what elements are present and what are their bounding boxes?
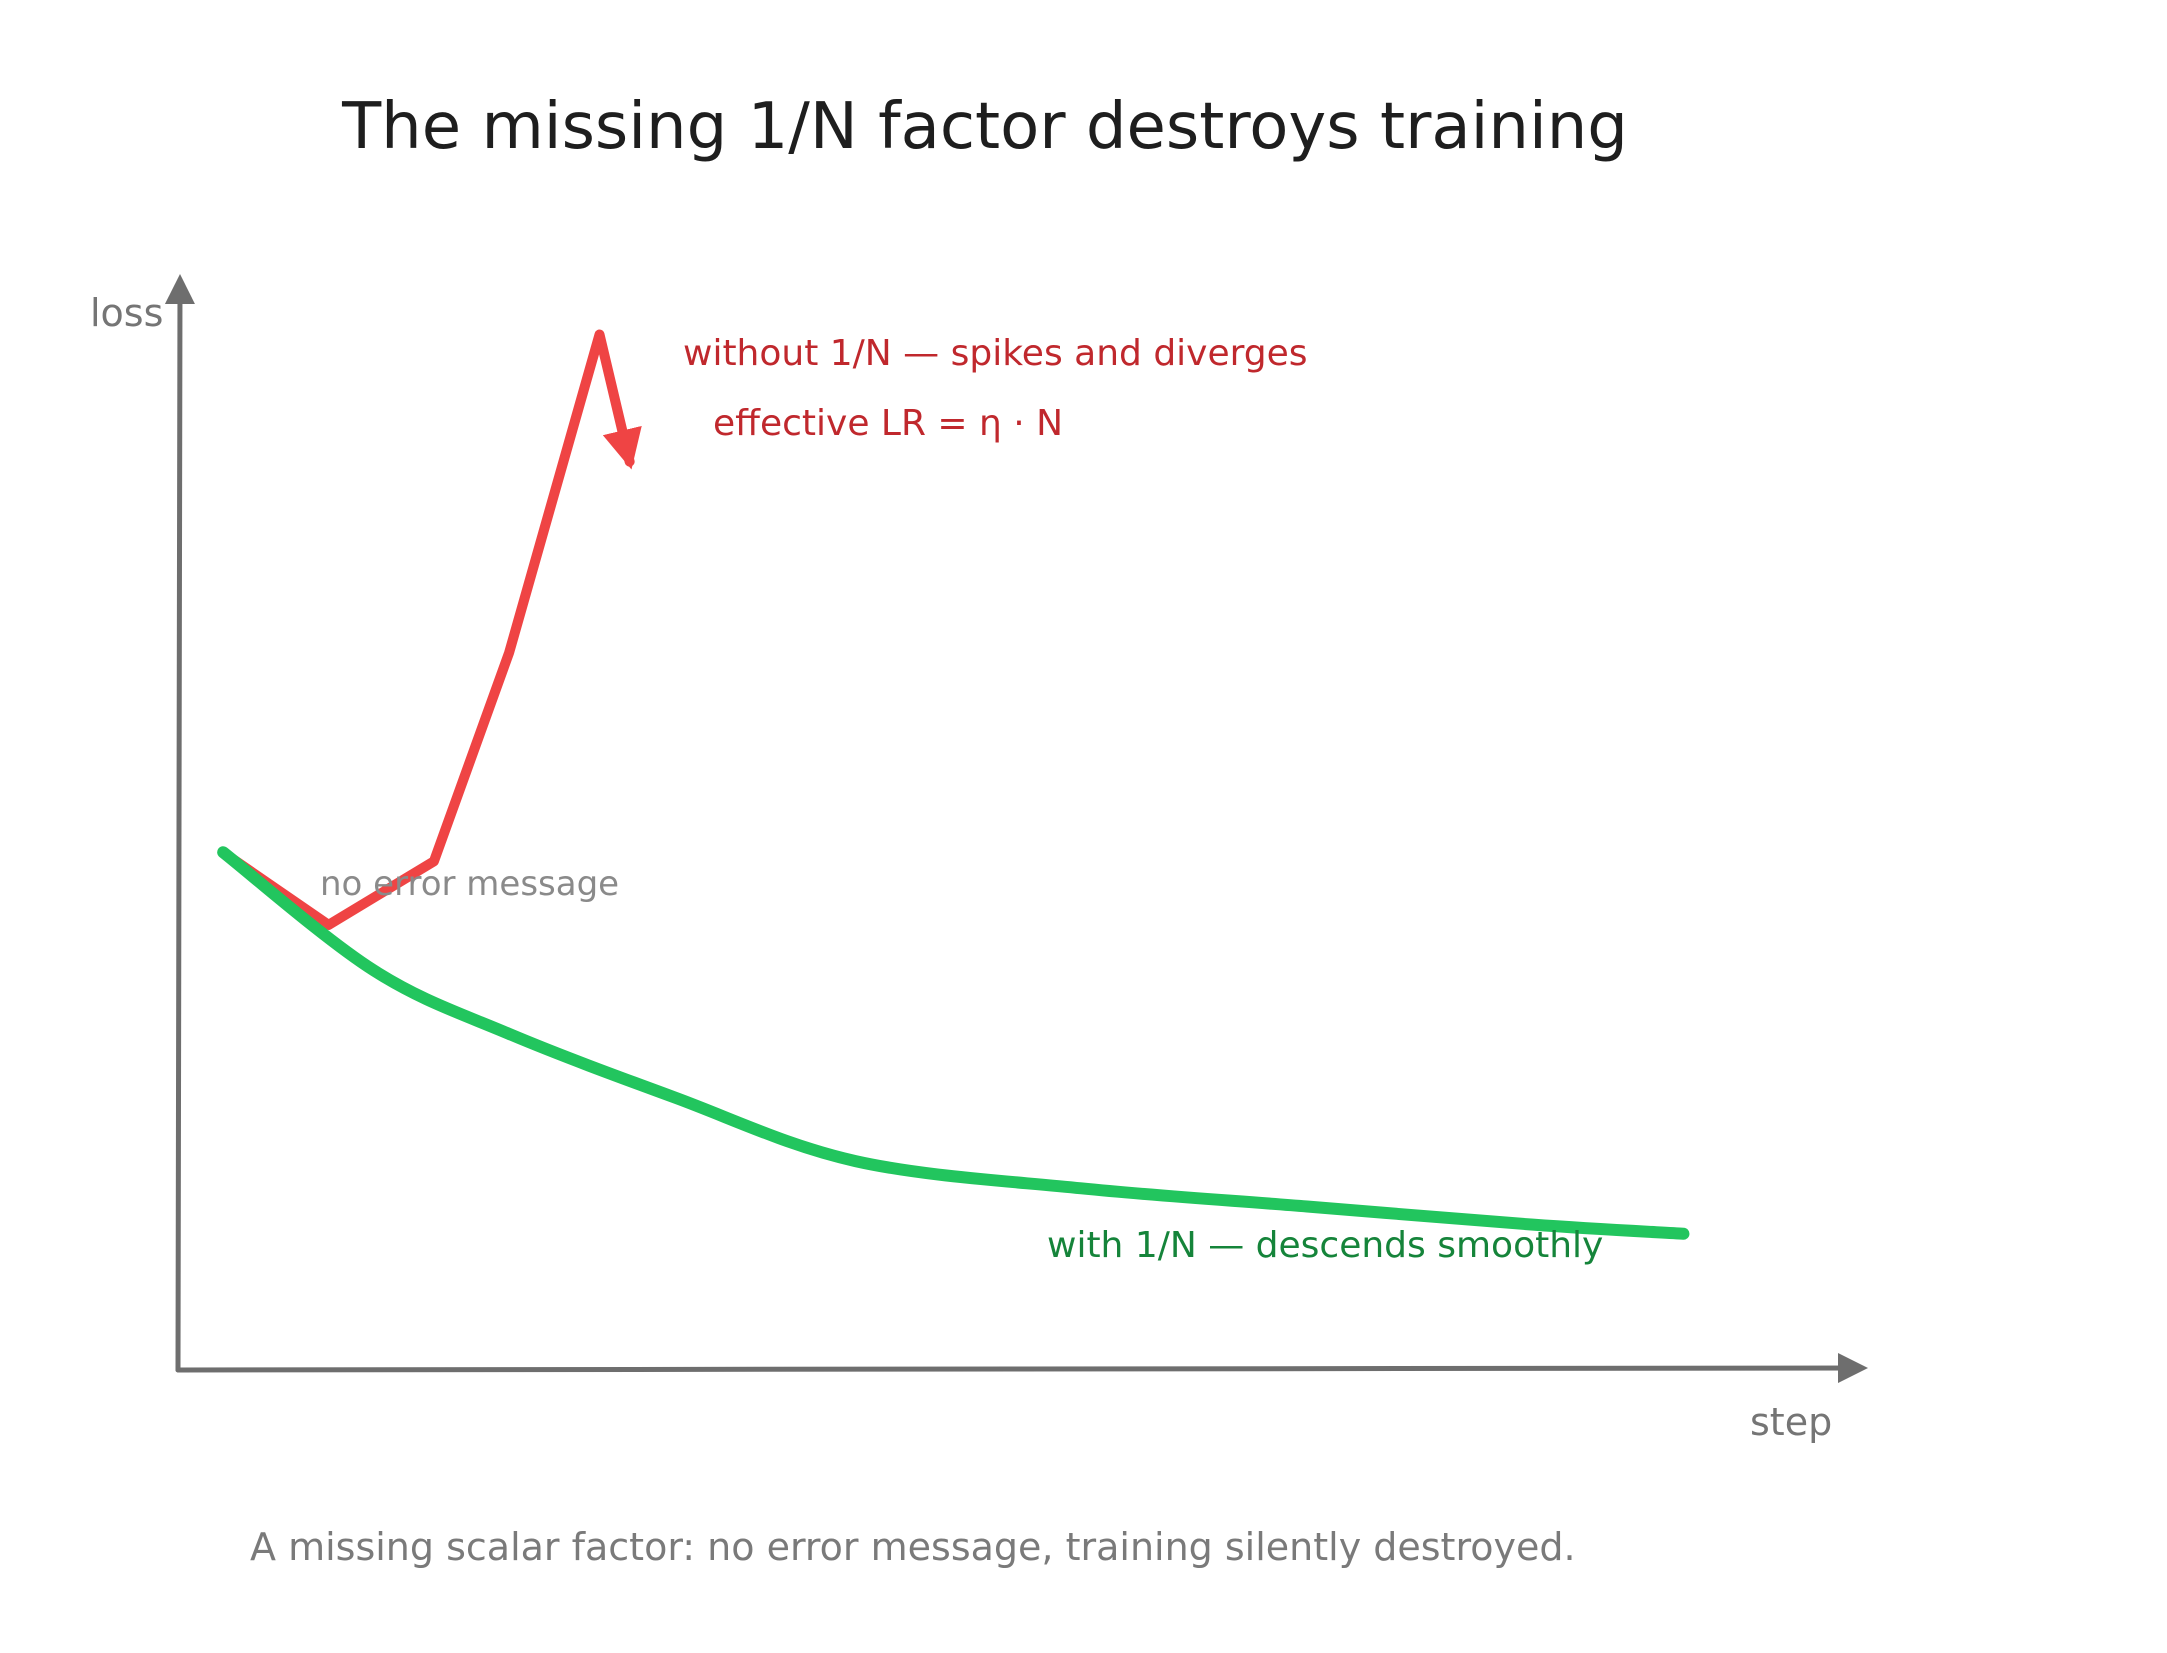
annotation-divergence: without 1/N — spikes and diverges [683, 333, 1308, 374]
annotations: without 1/N — spikes and diverges effect… [320, 333, 1603, 1266]
series-layer [217, 329, 1690, 1240]
axes: loss step [90, 274, 1868, 1444]
y-axis-line [164, 274, 195, 1373]
series-line-with-1n [217, 846, 1690, 1240]
chart-caption: A missing scalar factor: no error messag… [250, 1525, 1576, 1569]
x-axis-line [175, 1353, 1868, 1384]
y-axis-label: loss [90, 291, 163, 335]
chart-title: The missing 1/N factor destroys training [341, 90, 1628, 164]
series-line-without-1n [218, 329, 642, 930]
annotation-effective-lr: effective LR = η · N [713, 403, 1063, 444]
annotation-smooth: with 1/N — descends smoothly [1047, 1225, 1603, 1266]
x-axis-label: step [1750, 1400, 1832, 1444]
annotation-no-error: no error message [320, 864, 619, 904]
